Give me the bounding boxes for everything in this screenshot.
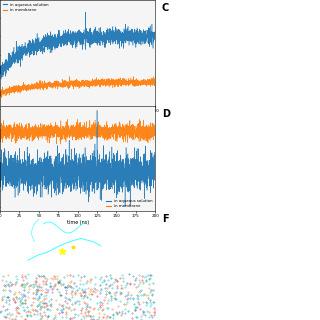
X-axis label: time (ns): time (ns) [67, 114, 89, 119]
Legend: in aqueous solution, in membrane: in aqueous solution, in membrane [105, 198, 154, 210]
Text: C: C [162, 3, 169, 13]
Legend: in aqueous solution, in membrane: in aqueous solution, in membrane [1, 1, 51, 13]
Text: D: D [162, 109, 170, 119]
Text: F: F [162, 214, 168, 224]
X-axis label: time (ns): time (ns) [67, 220, 89, 225]
